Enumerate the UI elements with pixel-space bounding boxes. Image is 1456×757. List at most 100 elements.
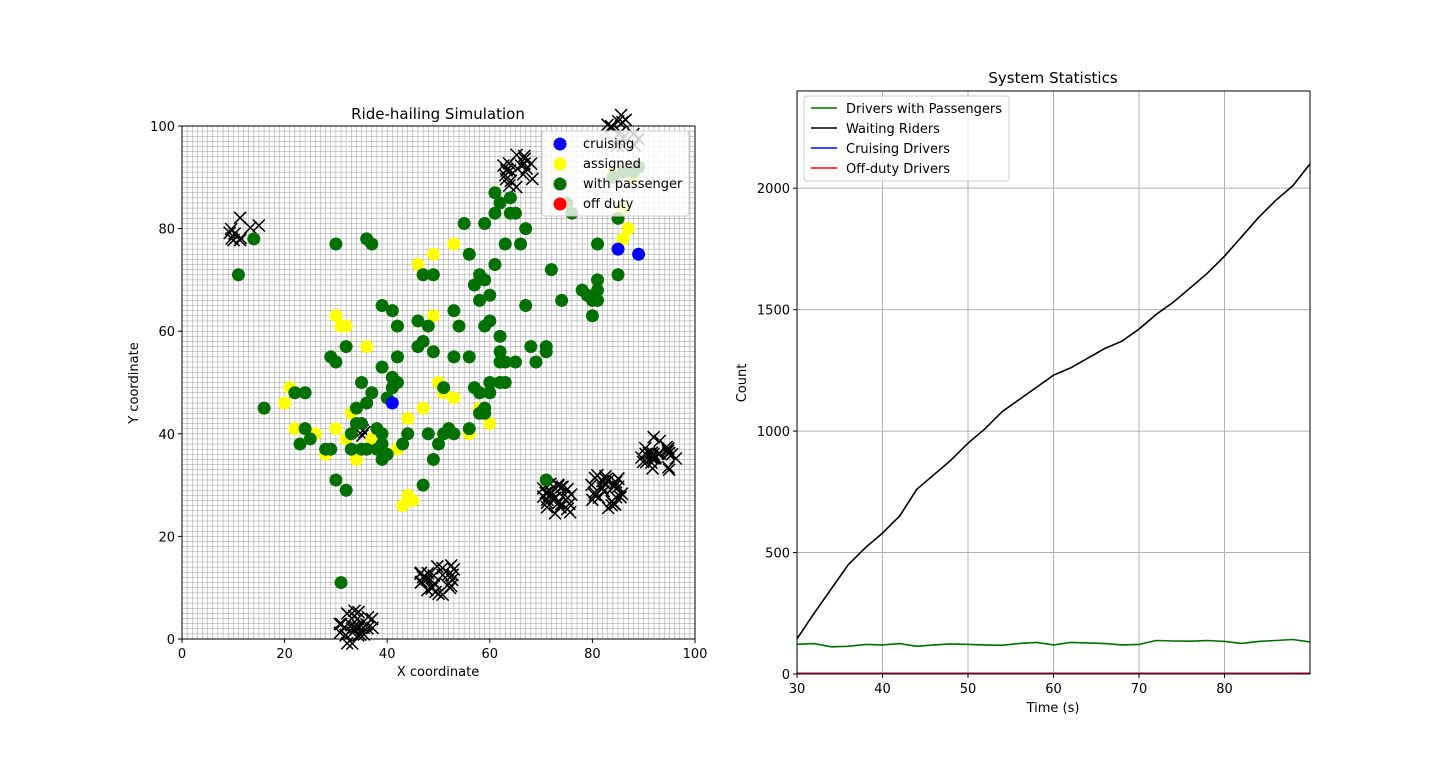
with-passenger-point [498, 355, 512, 369]
with-passenger-point [360, 396, 374, 410]
with-passenger-point [426, 345, 440, 359]
with-passenger-point [539, 345, 553, 359]
with-passenger-point [344, 442, 358, 456]
with-passenger-point [498, 237, 512, 251]
with-passenger-point [355, 376, 369, 389]
rider-marker [430, 559, 444, 573]
with-passenger-point [421, 319, 435, 333]
line-legend: Drivers with Passengers Waiting Riders Cru… [803, 95, 1010, 182]
with-passenger-point [375, 427, 389, 441]
assigned-point [406, 493, 420, 507]
with-passenger-point [426, 452, 440, 466]
with-passenger-point [462, 350, 476, 364]
driver-markers [231, 160, 646, 590]
y-tick-label: 1500 [757, 304, 790, 319]
with-passenger-point [375, 360, 389, 374]
with-passenger-point [426, 268, 440, 282]
with-passenger-point [498, 376, 512, 389]
rider-marker [596, 481, 610, 495]
rider-marker [563, 505, 577, 519]
legend-label: cruising [583, 137, 634, 152]
rider-marker [419, 571, 433, 585]
y-tick-label: 100 [150, 120, 175, 135]
with-passenger-point [457, 216, 471, 230]
with-passenger-point [493, 345, 507, 359]
assigned-point [329, 422, 343, 436]
rider-marker [233, 233, 247, 247]
with-passenger-point [416, 334, 430, 348]
legend-marker [553, 137, 567, 151]
legend-box [541, 130, 690, 217]
y-tick-label: 20 [158, 530, 175, 545]
with-passenger-point [539, 473, 553, 487]
with-passenger-point [483, 386, 497, 400]
rider-marker [347, 604, 362, 618]
x-tick-label: 40 [874, 682, 891, 697]
legend-label: Drivers with Passengers [846, 102, 1002, 117]
with-passenger-point [411, 314, 425, 328]
rider-marker [590, 468, 604, 482]
with-passenger-point [473, 293, 487, 307]
assigned-point [416, 401, 430, 415]
with-passenger-point [334, 576, 348, 590]
y-tick-label: 1000 [757, 425, 790, 440]
with-passenger-point [462, 422, 476, 436]
line-plot: System Statistics 30 40 50 60 70 80 0 500 1000 15… [735, 69, 1311, 716]
x-tick-label: 0 [178, 647, 186, 662]
scatter-frame [181, 125, 696, 640]
with-passenger-point [447, 304, 461, 318]
with-passenger-point [493, 329, 507, 343]
scatter-xlabel: X coordinate [397, 665, 479, 680]
rider-marker [662, 463, 676, 477]
with-passenger-point [503, 191, 517, 205]
with-passenger-point [257, 401, 271, 415]
with-passenger-point [478, 273, 492, 287]
legend-label: with passenger [583, 177, 683, 192]
with-passenger-point [519, 222, 533, 236]
with-passenger-point [355, 417, 369, 431]
with-passenger-point [416, 478, 430, 492]
y-tick-label: 40 [158, 428, 175, 443]
rider-marker [661, 444, 675, 458]
legend-label: off duty [583, 197, 634, 212]
legend-label: assigned [583, 157, 641, 172]
rider-marker [520, 162, 534, 176]
with-passenger-point [478, 401, 492, 415]
with-passenger-point [288, 386, 302, 400]
legend-label: Off-duty Drivers [846, 162, 950, 177]
assigned-point [447, 391, 461, 405]
assigned-point [483, 417, 497, 431]
with-passenger-point [591, 293, 605, 307]
x-tick-label: 50 [960, 682, 977, 697]
assigned-point [447, 237, 461, 251]
assigned-point [360, 340, 374, 354]
y-tick-label: 500 [765, 547, 790, 562]
assigned-point [365, 432, 379, 446]
rider-marker [647, 430, 661, 444]
with-passenger-point [585, 309, 599, 323]
rider-marker [588, 488, 602, 502]
with-passenger-point [519, 299, 533, 313]
x-tick-label: 30 [789, 682, 806, 697]
rider-marker [560, 482, 575, 496]
rider-marker [502, 179, 516, 193]
rider-marker [225, 231, 239, 246]
rider-marker [548, 506, 562, 520]
assigned-point [288, 422, 302, 436]
with-passenger-point [293, 437, 307, 451]
with-passenger-point [467, 278, 481, 292]
assigned-point [349, 452, 363, 466]
line-xlabel: Time (s) [1026, 701, 1080, 716]
with-passenger-point [339, 340, 353, 354]
rider-marker [365, 621, 379, 635]
with-passenger-point [483, 376, 497, 389]
assigned-point [426, 247, 440, 261]
with-passenger-point [591, 273, 605, 287]
rider-marker [499, 172, 513, 186]
x-tick-label: 40 [379, 647, 396, 662]
with-passenger-point [385, 304, 399, 318]
with-passenger-point [396, 437, 410, 451]
rider-marker [646, 451, 660, 465]
with-passenger-point [329, 237, 343, 251]
